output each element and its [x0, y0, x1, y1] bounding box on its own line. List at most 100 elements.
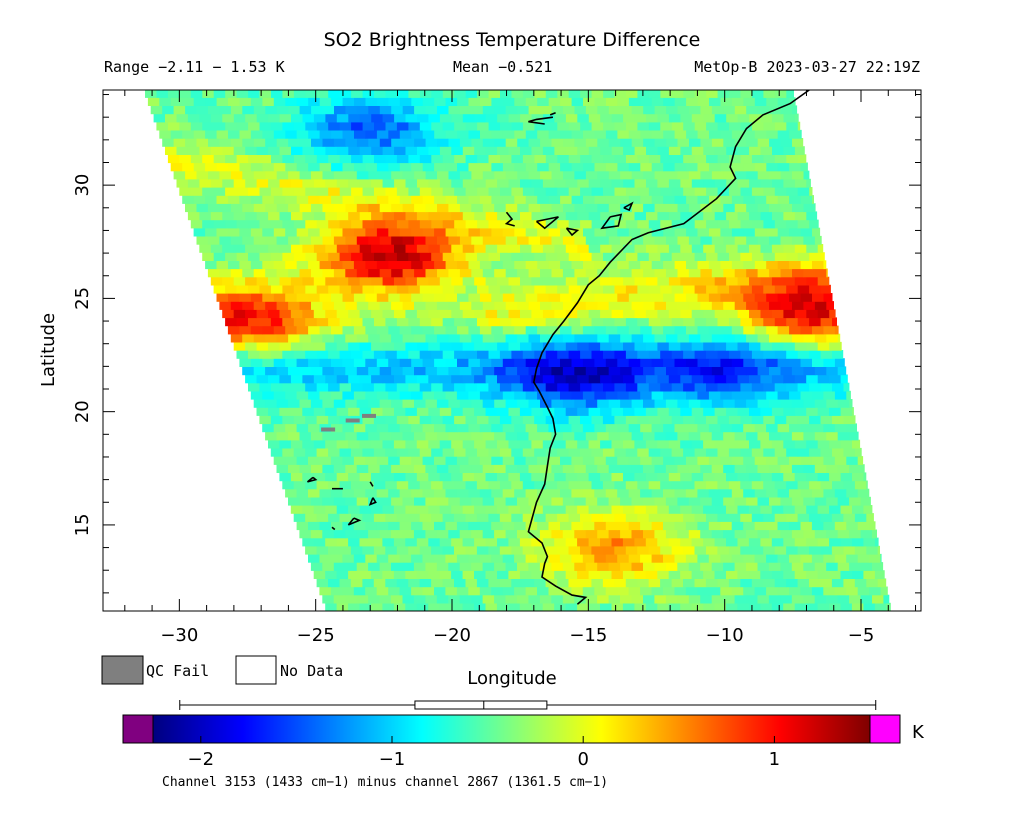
- mean-text: Mean −0.521: [453, 58, 552, 76]
- heatmap-cell: [663, 586, 676, 596]
- heatmap-cell: [414, 431, 427, 441]
- heatmap-cell: [583, 129, 596, 139]
- heatmap-cell: [256, 113, 269, 123]
- heatmap-cell: [408, 447, 421, 457]
- heatmap-cell: [273, 129, 286, 139]
- heatmap-cell: [542, 374, 555, 384]
- heatmap-cell: [248, 154, 261, 164]
- heatmap-cell: [488, 219, 501, 229]
- heatmap-cell: [502, 325, 515, 335]
- heatmap-cell: [517, 431, 530, 441]
- heatmap-cell: [431, 219, 444, 229]
- heatmap-cell: [571, 325, 584, 335]
- colorbar-ticks: −2 −1 0 1: [188, 736, 780, 770]
- heatmap-cell: [777, 488, 790, 498]
- heatmap-cell: [374, 219, 387, 229]
- heatmap-cell: [239, 129, 252, 139]
- heatmap-cell: [731, 325, 744, 335]
- heatmap-cell: [385, 90, 398, 98]
- heatmap-cell: [268, 407, 281, 416]
- heatmap-cell: [631, 562, 644, 571]
- heatmap-cell: [514, 521, 527, 531]
- heatmap-cell: [405, 537, 418, 547]
- heatmap-cell: [399, 488, 412, 498]
- heatmap-cell: [769, 496, 782, 506]
- heatmap-cell: [531, 570, 544, 579]
- heatmap-cell: [316, 480, 329, 490]
- heatmap-cell: [717, 252, 730, 261]
- heatmap-cell: [628, 227, 641, 237]
- heatmap-cell: [531, 146, 544, 155]
- heatmap-cell: [299, 464, 312, 473]
- heatmap-cell: [505, 268, 518, 278]
- heatmap-cell: [457, 358, 470, 367]
- heatmap-cell: [413, 529, 426, 539]
- heatmap-cell: [382, 113, 395, 123]
- heatmap-cell: [568, 480, 581, 490]
- heatmap-cell: [296, 195, 309, 204]
- heatmap-cell: [834, 325, 839, 335]
- heatmap-cell: [431, 578, 444, 588]
- heatmap-cell: [843, 578, 856, 588]
- heatmap-cell: [668, 505, 681, 514]
- heatmap-cell: [525, 586, 538, 596]
- heatmap-cell: [459, 203, 472, 213]
- heatmap-cell: [482, 138, 495, 147]
- heatmap-cell: [282, 317, 295, 327]
- heatmap-cell: [663, 325, 676, 335]
- heatmap-cell: [734, 562, 747, 571]
- heatmap-cell: [705, 578, 718, 588]
- heatmap-cell: [459, 105, 472, 115]
- heatmap-cell: [694, 350, 707, 359]
- heatmap-cell: [743, 97, 756, 106]
- heatmap-cell: [766, 162, 779, 172]
- heatmap-cell: [222, 146, 235, 155]
- heatmap-cell: [792, 268, 805, 278]
- heatmap-cell: [668, 146, 681, 155]
- heatmap-cell: [585, 170, 598, 180]
- heatmap-cell: [256, 276, 269, 286]
- heatmap-cell: [769, 301, 782, 310]
- heatmap-cell: [497, 374, 510, 384]
- heatmap-cell: [248, 284, 261, 294]
- heatmap-cell: [625, 284, 638, 294]
- heatmap-cell: [582, 456, 595, 465]
- heatmap-cell: [408, 480, 421, 490]
- heatmap-cell: [442, 513, 455, 522]
- heatmap-cell: [319, 129, 332, 139]
- heatmap-cell: [474, 178, 487, 188]
- heatmap-cell: [726, 341, 739, 351]
- heatmap-cell: [666, 203, 679, 213]
- heatmap-cell: [591, 219, 604, 229]
- heatmap-cell: [857, 553, 870, 563]
- heatmap-cell: [520, 244, 533, 253]
- heatmap-cell: [268, 146, 281, 155]
- heatmap-cell: [405, 570, 418, 579]
- heatmap-cell: [416, 341, 429, 351]
- heatmap-cell: [605, 129, 618, 139]
- heatmap-cell: [648, 284, 661, 294]
- heatmap-cell: [325, 276, 338, 286]
- heatmap-cell: [302, 244, 315, 253]
- heatmap-cell: [302, 505, 315, 514]
- heatmap-cell: [233, 309, 246, 319]
- heatmap-cell: [222, 309, 235, 319]
- heatmap-cell: [751, 284, 764, 294]
- heatmap-cell: [803, 529, 816, 539]
- heatmap-cell: [388, 325, 401, 335]
- heatmap-cell: [302, 341, 315, 351]
- heatmap-cell: [528, 105, 541, 115]
- heatmap-cell: [345, 105, 358, 115]
- heatmap-cell: [623, 244, 636, 253]
- heatmap-cell: [574, 496, 587, 506]
- heatmap-cell: [806, 341, 819, 351]
- heatmap-cell: [643, 235, 656, 245]
- heatmap-cell: [591, 513, 604, 522]
- heatmap-cell: [654, 496, 667, 506]
- heatmap-cell: [545, 317, 558, 327]
- heatmap-cell: [809, 415, 822, 425]
- heatmap-cell: [330, 586, 343, 596]
- heatmap-cell: [497, 113, 510, 123]
- heatmap-cell: [333, 399, 346, 408]
- heatmap-cell: [783, 505, 796, 514]
